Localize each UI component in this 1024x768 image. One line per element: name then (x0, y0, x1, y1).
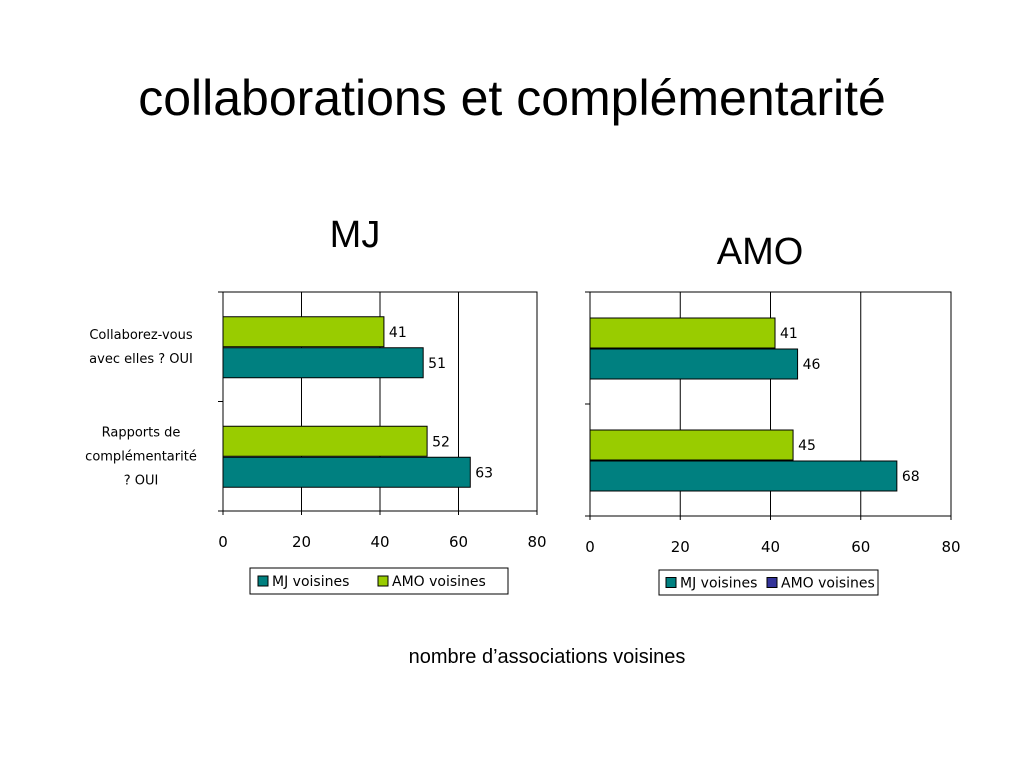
legend-entry: AMO voisines (781, 576, 875, 592)
legend-swatch (665, 577, 677, 588)
bar-amo-voisines (222, 425, 428, 457)
chart-heading-amo: AMO (716, 231, 804, 273)
bar-amo-voisines (222, 316, 385, 348)
bar-mj-voisines (222, 456, 471, 488)
page-title: collaborations et complémentarité (138, 70, 886, 126)
x-tick-label: 0 (585, 538, 595, 556)
x-tick-label: 40 (761, 538, 780, 556)
data-label: 68 (902, 469, 920, 485)
bar-mj-voisines (589, 460, 898, 492)
data-label: 51 (428, 356, 446, 372)
charts-canvas: 0 20 40 60 80 41 51 Collaborez-vous avec elles ?… (85, 291, 961, 596)
x-tick-label: 60 (449, 533, 468, 551)
bar-amo-voisines (589, 429, 794, 461)
bar-mj-voisines (589, 348, 799, 380)
x-tick-label: 80 (527, 533, 546, 551)
category-label: ? OUI (124, 473, 159, 488)
x-tick-label: 60 (851, 538, 870, 556)
legend-swatch (377, 575, 389, 587)
data-label: 63 (475, 465, 493, 481)
chart-heading-mj: MJ (329, 214, 381, 256)
legend-swatch (766, 577, 778, 588)
legend-entry: MJ voisines (272, 574, 349, 590)
category-label: avec elles ? OUI (89, 352, 193, 367)
x-tick-label: 80 (941, 538, 960, 556)
category-label: Collaborez-vous (89, 328, 193, 343)
bar-amo-voisines (589, 317, 776, 349)
legend-swatch (257, 575, 269, 587)
bar-mj-voisines (222, 347, 424, 379)
x-tick-label: 20 (671, 538, 690, 556)
category-label: complémentarité (85, 449, 197, 464)
x-axis-caption: nombre d’associations voisines (408, 646, 686, 668)
data-label: 45 (798, 438, 816, 454)
legend-entry: AMO voisines (392, 574, 486, 590)
category-label: Rapports de (102, 425, 181, 440)
legend-entry: MJ voisines (680, 576, 757, 592)
data-label: 52 (432, 434, 450, 450)
x-tick-label: 40 (370, 533, 389, 551)
data-label: 41 (389, 325, 407, 341)
data-label: 41 (780, 326, 798, 342)
x-tick-label: 20 (292, 533, 311, 551)
x-tick-label: 0 (218, 533, 228, 551)
data-label: 46 (803, 357, 821, 373)
